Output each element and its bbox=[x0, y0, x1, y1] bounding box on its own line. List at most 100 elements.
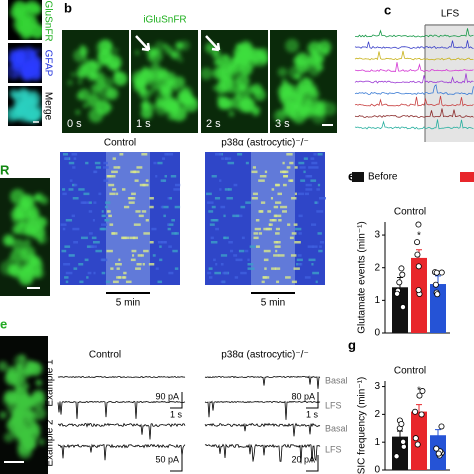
trace bbox=[354, 108, 474, 118]
heatmap-cell bbox=[220, 205, 226, 209]
blob bbox=[34, 72, 42, 80]
heatmap-cell bbox=[62, 192, 67, 196]
heatmap-cell bbox=[93, 170, 98, 174]
heatmap-cell bbox=[253, 232, 259, 235]
heatmap-cell bbox=[128, 201, 135, 204]
blob bbox=[9, 366, 15, 373]
heatmap-cell bbox=[71, 214, 75, 218]
error-bar bbox=[435, 429, 441, 441]
blob bbox=[14, 377, 28, 392]
heatmap-cell bbox=[68, 188, 74, 191]
micrograph bbox=[0, 178, 50, 296]
point bbox=[400, 438, 407, 445]
point bbox=[415, 263, 422, 270]
panel-letter: g bbox=[348, 337, 356, 352]
heatmap-cell bbox=[101, 271, 106, 275]
heatmap-cell bbox=[299, 166, 306, 169]
heatmap-cell bbox=[98, 192, 102, 196]
blob bbox=[298, 107, 309, 117]
heatmap-cell bbox=[65, 219, 73, 222]
blob bbox=[73, 49, 87, 63]
heatmap-title: Control bbox=[104, 138, 136, 149]
blob bbox=[228, 111, 235, 117]
heatmap-cell bbox=[278, 254, 285, 257]
heatmap-cell bbox=[160, 179, 167, 182]
panel-letter: R bbox=[0, 162, 10, 177]
heatmap-cell bbox=[229, 249, 234, 253]
heatmap-cell bbox=[74, 183, 78, 187]
heatmap-cell bbox=[227, 188, 232, 191]
heatmap-cell bbox=[259, 175, 267, 178]
y-tick-label: 1 bbox=[374, 437, 380, 448]
heatmap-cell bbox=[222, 271, 229, 275]
heatmap-cell bbox=[106, 249, 113, 253]
blob bbox=[322, 101, 337, 116]
blob bbox=[233, 85, 241, 94]
heatmap-cell bbox=[275, 249, 278, 253]
heatmap-cell bbox=[167, 223, 170, 226]
heatmap-cell bbox=[131, 192, 136, 196]
heatmap-cell bbox=[270, 197, 274, 200]
heatmap-cell bbox=[68, 254, 75, 257]
heatmap-cell bbox=[279, 170, 287, 174]
blob bbox=[20, 214, 26, 221]
blob bbox=[167, 111, 177, 121]
heatmap-cell bbox=[149, 197, 154, 200]
heatmap-cell bbox=[115, 263, 122, 266]
blob bbox=[251, 108, 260, 117]
heatmap-cell bbox=[122, 236, 130, 240]
blob bbox=[36, 48, 42, 54]
heatmap-cell bbox=[209, 223, 215, 226]
y-tick-label: 3 bbox=[374, 381, 380, 392]
blob bbox=[101, 76, 114, 89]
blob bbox=[12, 61, 18, 68]
heatmap-cell bbox=[116, 276, 121, 279]
heatmap-cell bbox=[112, 232, 118, 235]
blob bbox=[0, 411, 7, 419]
heatmap-cell bbox=[269, 223, 273, 226]
heatmap-cell bbox=[263, 258, 269, 262]
blob bbox=[83, 103, 88, 108]
scale-label: 1 s bbox=[306, 409, 319, 419]
blob bbox=[224, 77, 232, 85]
heatmap-cell bbox=[278, 219, 282, 222]
heatmap-cell bbox=[109, 223, 114, 226]
blob bbox=[32, 268, 42, 279]
y-tick-label: 2 bbox=[374, 409, 380, 420]
heatmap-cell bbox=[164, 175, 168, 178]
point bbox=[432, 281, 439, 288]
point bbox=[418, 411, 425, 418]
heatmap-cell bbox=[224, 188, 230, 191]
heatmap-cell bbox=[253, 236, 259, 240]
heatmap-cell bbox=[238, 249, 245, 253]
blob bbox=[79, 63, 88, 72]
heatmap-cell bbox=[274, 245, 281, 248]
blob bbox=[296, 98, 302, 104]
heatmap-cell bbox=[95, 249, 102, 253]
heatmap-cell bbox=[291, 232, 297, 235]
heatmap-cell bbox=[307, 245, 314, 248]
blob bbox=[91, 83, 100, 93]
blob bbox=[83, 57, 88, 62]
blob bbox=[93, 71, 105, 83]
trace bbox=[354, 73, 474, 84]
heatmap-cell bbox=[211, 205, 216, 209]
heatmap-cell bbox=[262, 276, 267, 279]
row-label: Example 1 bbox=[45, 359, 56, 407]
heatmap-cell bbox=[247, 263, 254, 266]
heatmap-cell bbox=[208, 210, 214, 213]
heatmap-cell bbox=[72, 197, 79, 200]
heatmap-cell bbox=[135, 267, 141, 270]
micro-signal bbox=[8, 87, 42, 124]
blob bbox=[300, 99, 306, 104]
heatmap-cell bbox=[263, 249, 271, 253]
point bbox=[400, 443, 407, 450]
heatmap-cell bbox=[159, 245, 162, 248]
panel-letter: e bbox=[0, 316, 7, 331]
trace bbox=[354, 50, 474, 61]
heatmap-cell bbox=[264, 267, 267, 270]
y-tick-label: 2 bbox=[374, 262, 380, 273]
heatmap-cell bbox=[73, 241, 79, 244]
blob bbox=[95, 40, 112, 56]
scale-bar bbox=[170, 455, 183, 472]
